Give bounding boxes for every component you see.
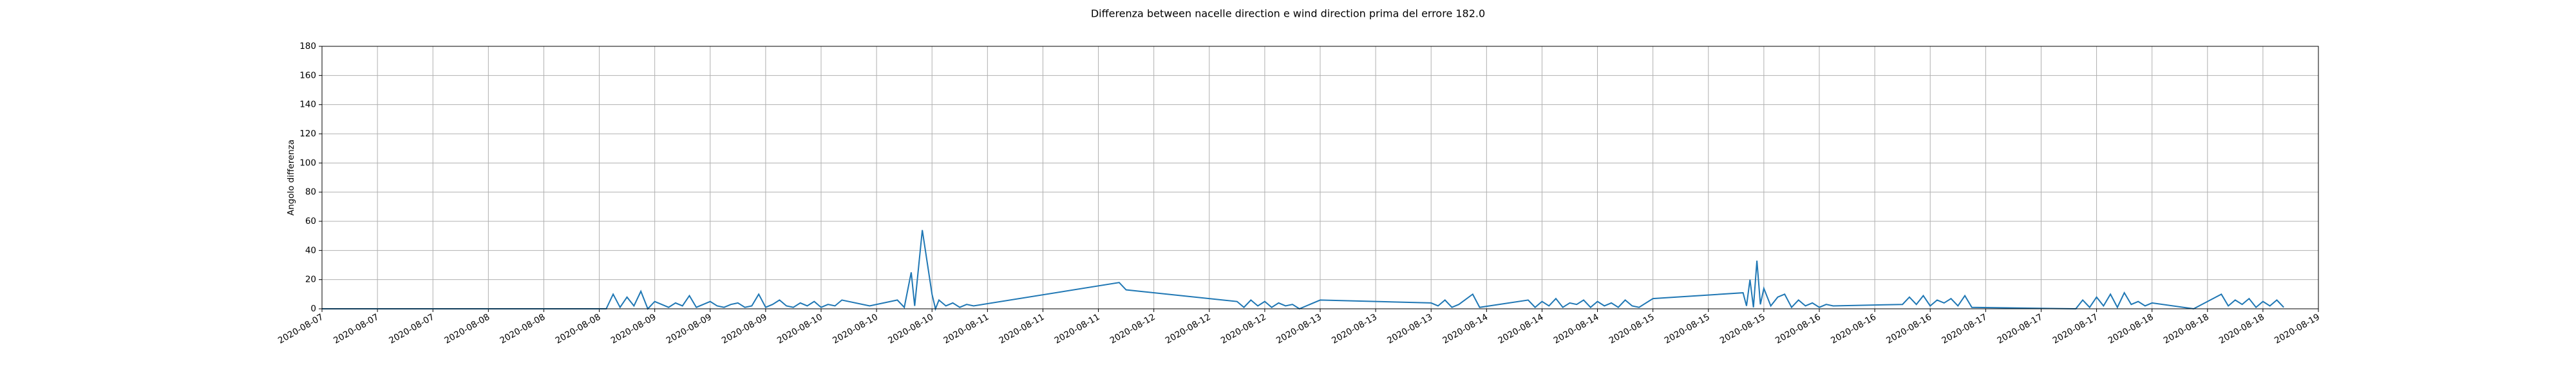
x-tick-label: 2020-08-13 bbox=[1274, 312, 1323, 346]
x-tick-label: 2020-08-07 bbox=[387, 312, 436, 346]
y-tick-label: 160 bbox=[299, 70, 316, 80]
x-tick-label: 2020-08-16 bbox=[1829, 312, 1878, 346]
x-tick-label: 2020-08-15 bbox=[1718, 312, 1767, 346]
x-tick-label: 2020-08-11 bbox=[997, 312, 1046, 346]
x-tick-label: 2020-08-10 bbox=[775, 312, 824, 346]
x-tick-label: 2020-08-12 bbox=[1219, 312, 1268, 346]
y-tick-label: 100 bbox=[299, 158, 316, 168]
x-tick-label: 2020-08-08 bbox=[554, 312, 603, 346]
x-tick-label: 2020-08-18 bbox=[2217, 312, 2266, 346]
x-tick-label: 2020-08-17 bbox=[2051, 312, 2100, 346]
y-tick-label: 60 bbox=[305, 216, 316, 226]
y-tick-label: 140 bbox=[299, 100, 316, 110]
y-tick-label: 180 bbox=[299, 41, 316, 51]
y-tick-label: 0 bbox=[310, 304, 316, 314]
x-tick-label: 2020-08-15 bbox=[1607, 312, 1656, 346]
x-tick-label: 2020-08-17 bbox=[1940, 312, 1989, 346]
y-axis-label: Angolo differenza bbox=[286, 140, 296, 216]
x-tick-label: 2020-08-07 bbox=[332, 312, 381, 346]
x-tick-label: 2020-08-07 bbox=[276, 312, 325, 346]
x-tick-label: 2020-08-14 bbox=[1552, 312, 1601, 346]
x-tick-label: 2020-08-10 bbox=[831, 312, 880, 346]
x-tick-label: 2020-08-13 bbox=[1330, 312, 1379, 346]
data-line bbox=[322, 230, 2284, 311]
x-tick-label: 2020-08-09 bbox=[665, 312, 714, 346]
x-tick-label: 2020-08-12 bbox=[1108, 312, 1157, 346]
y-tick-label: 20 bbox=[305, 275, 316, 285]
x-tick-label: 2020-08-08 bbox=[498, 312, 547, 346]
x-tick-label: 2020-08-12 bbox=[1164, 312, 1213, 346]
y-tick-label: 40 bbox=[305, 245, 316, 255]
x-tick-label: 2020-08-11 bbox=[942, 312, 990, 346]
x-tick-label: 2020-08-18 bbox=[2162, 312, 2211, 346]
plot-frame bbox=[321, 46, 2319, 309]
x-tick-label: 2020-08-09 bbox=[609, 312, 658, 346]
x-tick-label: 2020-08-15 bbox=[1663, 312, 1712, 346]
x-tick-label: 2020-08-16 bbox=[1774, 312, 1823, 346]
x-tick-label: 2020-08-19 bbox=[2273, 312, 2322, 346]
x-tick-label: 2020-08-11 bbox=[1053, 312, 1102, 346]
x-tick-label: 2020-08-09 bbox=[720, 312, 769, 346]
x-tick-label: 2020-08-17 bbox=[1995, 312, 2044, 346]
x-tick-label: 2020-08-18 bbox=[2107, 312, 2155, 346]
x-tick-label: 2020-08-10 bbox=[886, 312, 935, 346]
x-tick-label: 2020-08-16 bbox=[1884, 312, 1933, 346]
x-tick-label: 2020-08-14 bbox=[1441, 312, 1490, 346]
x-tick-label: 2020-08-08 bbox=[442, 312, 491, 346]
x-tick-label: 2020-08-14 bbox=[1496, 312, 1545, 346]
y-tick-label: 80 bbox=[305, 187, 316, 198]
y-tick-label: 120 bbox=[299, 129, 316, 139]
x-tick-label: 2020-08-13 bbox=[1385, 312, 1434, 346]
chart-title: Differenza between nacelle direction e w… bbox=[1091, 8, 1485, 20]
